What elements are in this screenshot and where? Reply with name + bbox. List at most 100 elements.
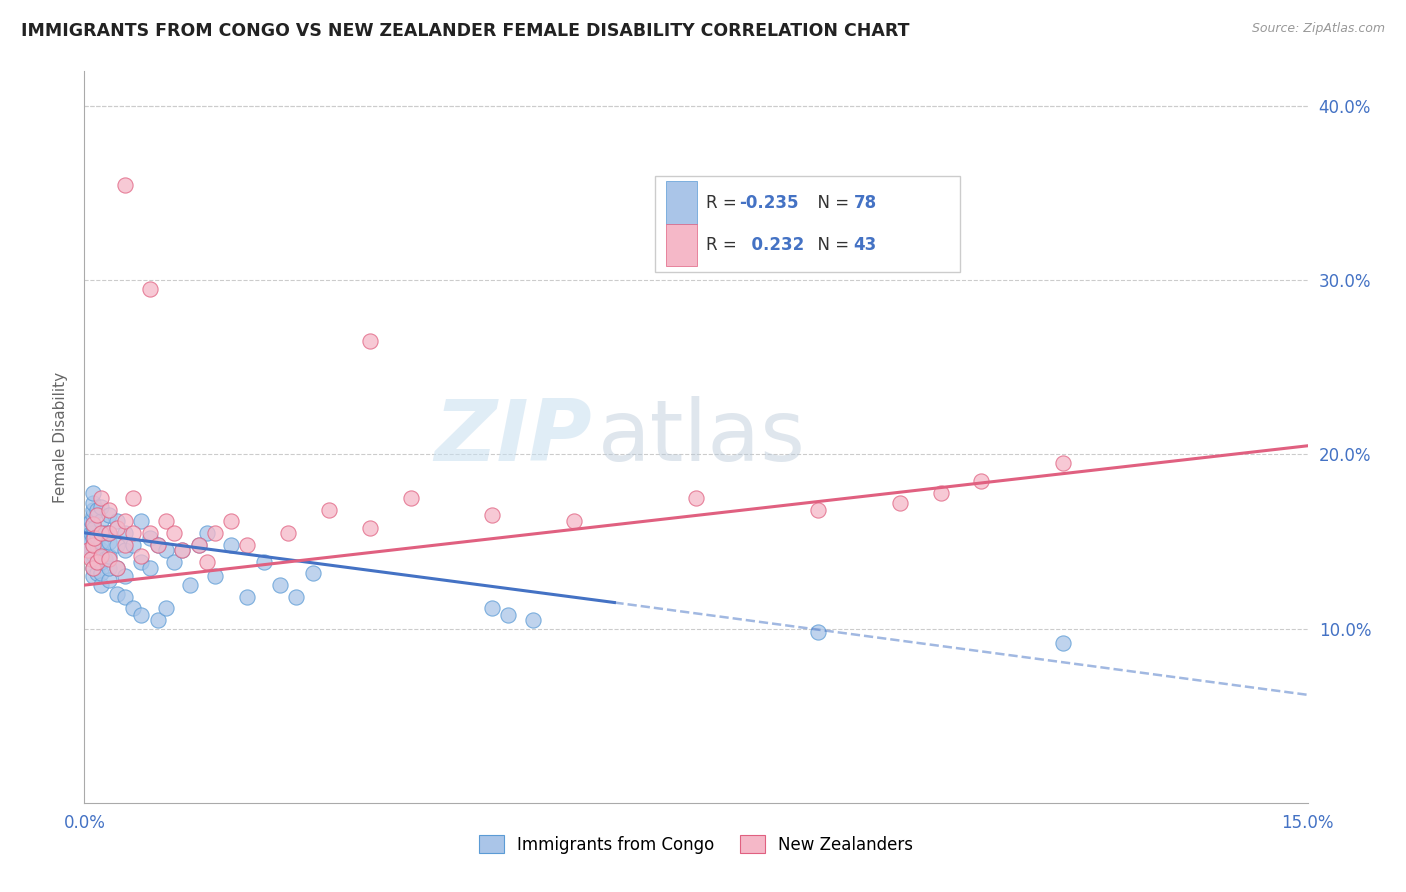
Point — [97, 503, 120, 517]
Point — [1052, 456, 1074, 470]
Point — [155, 514, 177, 528]
Point — [105, 560, 128, 574]
Point — [90, 514, 112, 528]
Point — [86, 529, 108, 543]
Point — [131, 549, 153, 563]
Point — [82, 538, 104, 552]
Point — [77, 517, 100, 532]
Point — [236, 538, 259, 552]
Point — [97, 525, 120, 540]
Point — [86, 566, 108, 580]
Text: ZIP: ZIP — [434, 395, 592, 479]
Point — [82, 517, 104, 532]
Point — [80, 543, 103, 558]
Point — [105, 587, 128, 601]
Point — [82, 560, 104, 574]
Point — [97, 560, 120, 574]
Point — [82, 552, 104, 566]
Point — [301, 566, 323, 580]
Point — [97, 534, 120, 549]
Point — [97, 552, 120, 566]
Point — [179, 578, 201, 592]
Point — [122, 538, 145, 552]
Point — [1052, 635, 1074, 649]
Point — [90, 578, 112, 592]
Point — [481, 600, 503, 615]
Point — [848, 229, 870, 244]
Point — [82, 543, 104, 558]
Point — [138, 282, 160, 296]
Point — [122, 491, 145, 505]
Point — [138, 531, 160, 545]
Point — [204, 569, 226, 583]
Point — [77, 543, 100, 558]
Point — [131, 556, 153, 570]
Point — [80, 514, 103, 528]
Y-axis label: Female Disability: Female Disability — [52, 371, 67, 503]
Point — [90, 549, 112, 563]
Text: atlas: atlas — [598, 395, 806, 479]
Point — [172, 543, 194, 558]
Point — [93, 525, 115, 540]
Point — [90, 500, 112, 514]
Point — [163, 556, 186, 570]
Point — [889, 496, 911, 510]
Point — [481, 508, 503, 523]
Point — [685, 491, 707, 505]
Point — [807, 625, 830, 640]
Point — [253, 556, 276, 570]
Point — [82, 503, 104, 517]
Point — [187, 538, 209, 552]
Point — [86, 508, 108, 523]
Text: N =: N = — [807, 236, 855, 254]
Point — [97, 525, 120, 540]
Text: R =: R = — [706, 194, 742, 211]
Point — [131, 514, 153, 528]
Text: R =: R = — [706, 236, 742, 254]
Point — [155, 543, 177, 558]
Point — [562, 514, 585, 528]
Point — [138, 560, 160, 574]
Point — [970, 474, 993, 488]
Point — [93, 552, 115, 566]
Point — [105, 514, 128, 528]
Point — [82, 508, 104, 523]
Point — [219, 538, 242, 552]
Point — [82, 485, 104, 500]
Point — [122, 525, 145, 540]
Point — [929, 485, 952, 500]
Point — [77, 538, 100, 552]
Point — [146, 538, 169, 552]
Point — [105, 521, 128, 535]
Point — [277, 525, 299, 540]
Point — [82, 569, 104, 583]
Point — [131, 607, 153, 622]
Point — [195, 525, 218, 540]
Point — [318, 503, 340, 517]
Point — [172, 543, 194, 558]
Point — [82, 538, 104, 552]
Point — [83, 521, 105, 535]
Point — [83, 549, 105, 563]
Point — [498, 607, 520, 622]
Point — [114, 525, 136, 540]
Point — [82, 496, 104, 510]
Point — [86, 538, 108, 552]
Point — [146, 538, 169, 552]
Point — [122, 600, 145, 615]
Point — [114, 543, 136, 558]
Point — [90, 543, 112, 558]
Point — [97, 549, 120, 563]
Point — [195, 556, 218, 570]
Point — [77, 531, 100, 545]
Point — [114, 178, 136, 192]
Point — [219, 514, 242, 528]
Point — [285, 591, 308, 605]
Point — [138, 525, 160, 540]
Point — [90, 556, 112, 570]
Point — [105, 538, 128, 552]
Text: IMMIGRANTS FROM CONGO VS NEW ZEALANDER FEMALE DISABILITY CORRELATION CHART: IMMIGRANTS FROM CONGO VS NEW ZEALANDER F… — [21, 22, 910, 40]
Point — [90, 534, 112, 549]
Point — [522, 613, 544, 627]
Text: Source: ZipAtlas.com: Source: ZipAtlas.com — [1251, 22, 1385, 36]
